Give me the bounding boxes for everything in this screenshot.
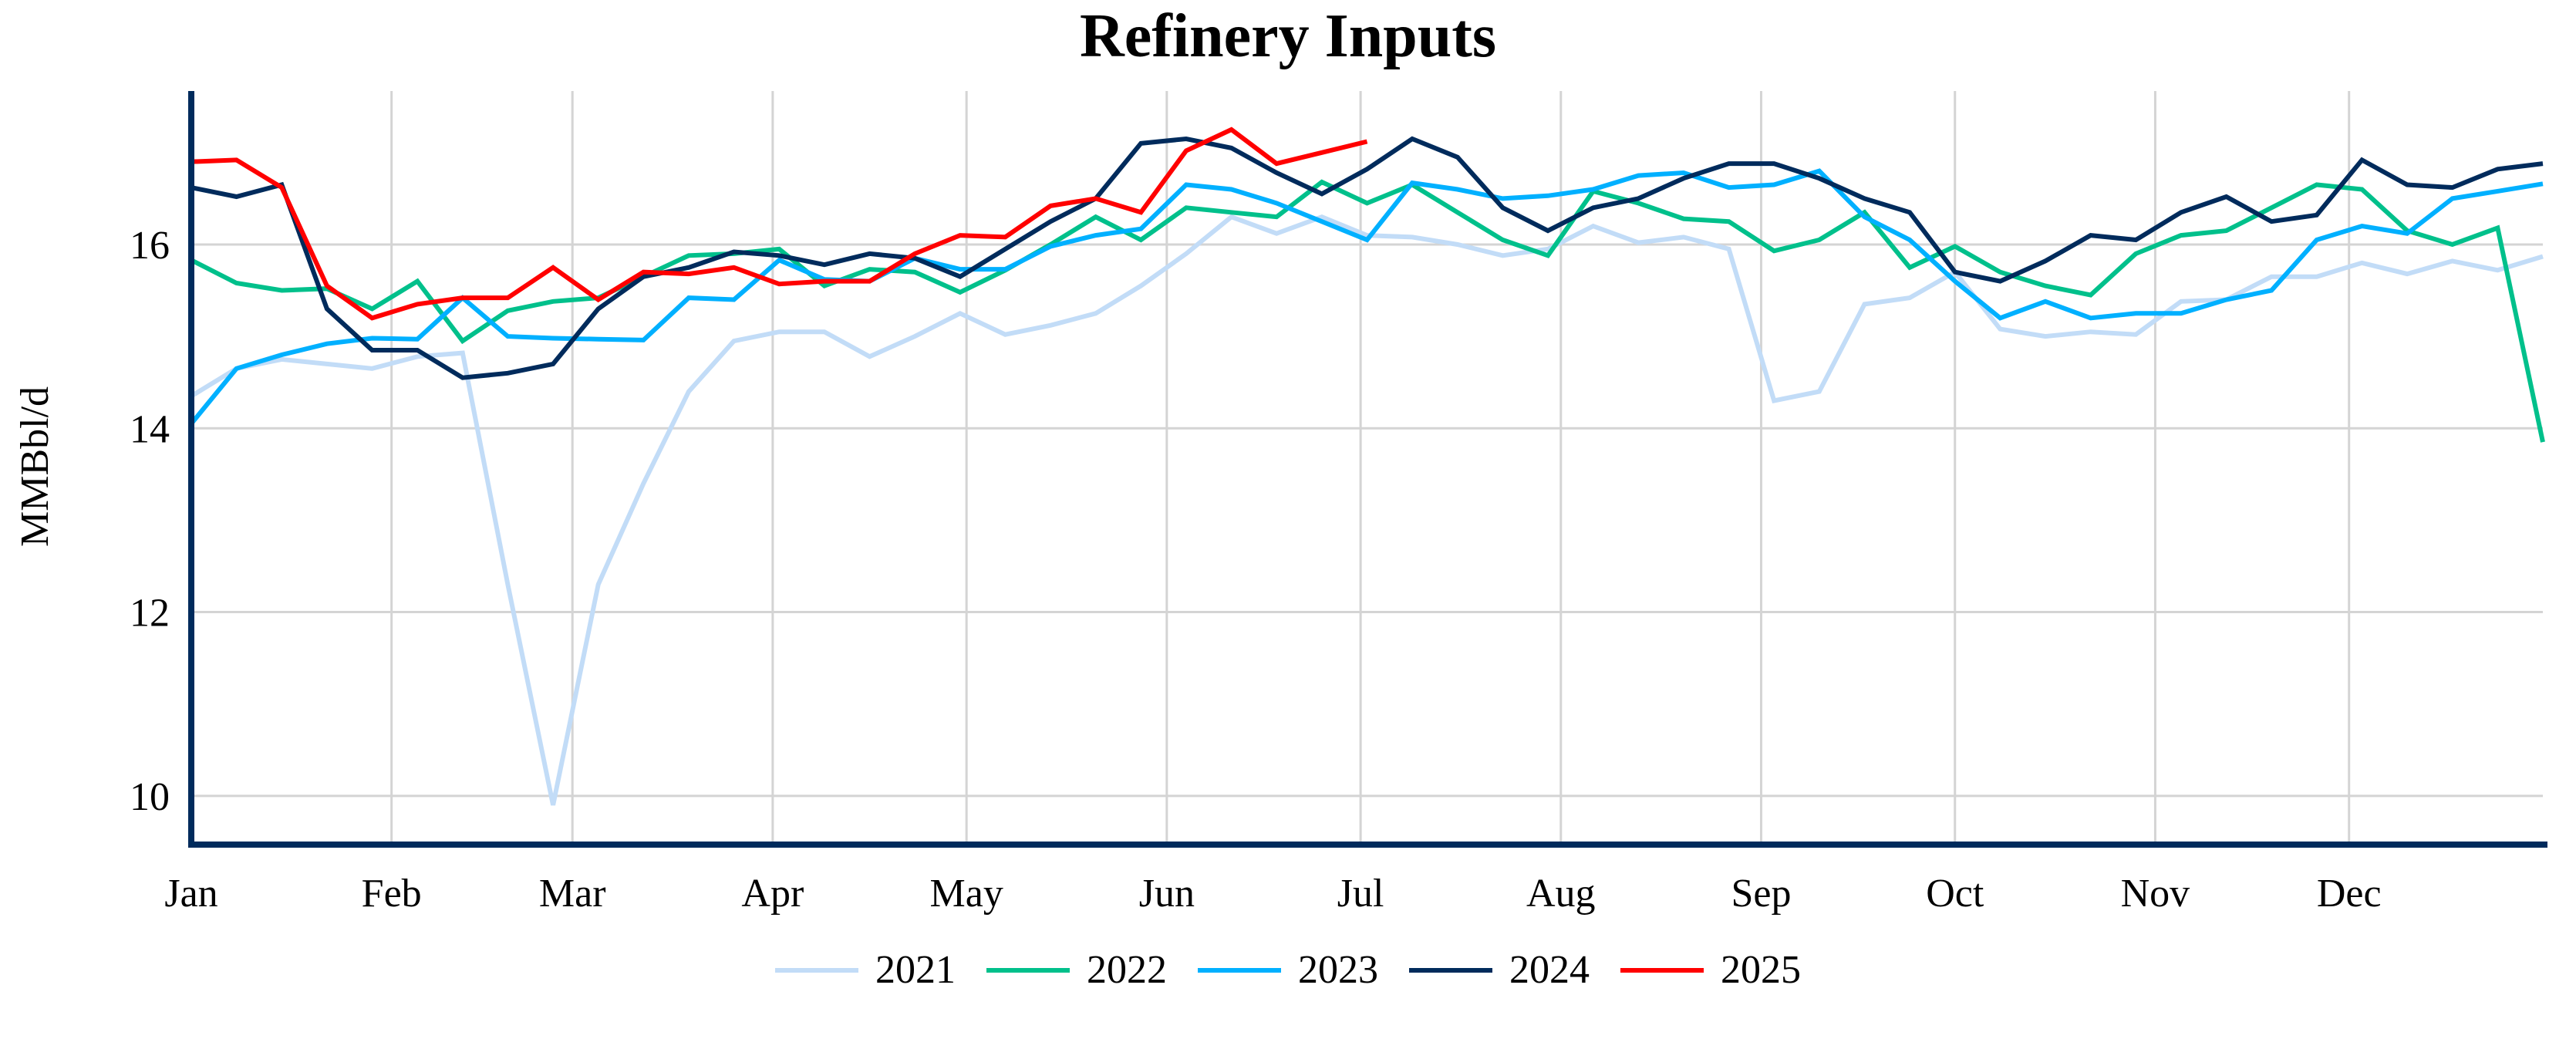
legend-swatch [775,967,858,973]
legend-label: 2022 [1087,948,1167,992]
legend-item-2025[interactable]: 2025 [1620,947,1801,993]
series-lines [189,126,2545,806]
gridlines [191,91,2543,845]
legend-swatch [1620,967,1704,973]
series-line-2021 [190,214,2544,806]
series-line-2022 [190,179,2545,443]
x-tick-label: Jun [1139,872,1195,916]
legend-item-2023[interactable]: 2023 [1198,947,1378,993]
legend-item-2024[interactable]: 2024 [1409,947,1590,993]
y-tick-label: 10 [130,775,170,819]
axes [188,91,2547,848]
legend-label: 2024 [1509,948,1590,992]
x-tick-label: Nov [2121,872,2190,916]
legend-label: 2021 [875,948,956,992]
legend: 2021 2022 2023 2024 2025 [0,947,2576,993]
x-tick-label: Jan [164,872,217,916]
series-line-2023 [189,168,2544,426]
tick-labels: 10 12 14 16 Jan Feb Mar Apr May Jun Jul Aug Sep Oct No… [130,224,2382,916]
x-tick-label: Apr [741,872,804,916]
x-tick-label: May [930,872,1003,916]
legend-swatch [986,967,1070,973]
legend-label: 2025 [1721,948,1801,992]
x-tick-label: Sep [1731,872,1791,916]
series-line-2025 [191,126,1368,321]
x-tick-label: Aug [1526,872,1596,916]
y-tick-label: 14 [130,407,170,451]
x-tick-label: Oct [1926,872,1984,916]
y-tick-label: 12 [130,592,170,636]
y-axis-label: MMBbl/d [13,386,57,547]
x-tick-label: Feb [362,872,422,916]
legend-swatch [1409,967,1492,973]
chart-title: Refinery Inputs [1079,2,1497,70]
legend-item-2022[interactable]: 2022 [986,947,1167,993]
legend-swatch [1198,967,1281,973]
x-tick-label: Dec [2317,872,2382,916]
series-line-2024 [191,136,2544,380]
legend-item-2021[interactable]: 2021 [775,947,956,993]
y-tick-label: 16 [130,224,170,268]
x-tick-label: Mar [539,872,606,916]
legend-label: 2023 [1298,948,1378,992]
x-tick-label: Jul [1337,872,1384,916]
